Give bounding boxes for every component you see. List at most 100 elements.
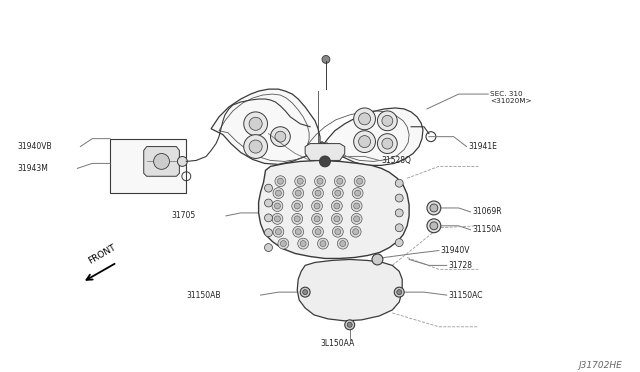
Circle shape [264, 214, 273, 222]
Circle shape [394, 287, 404, 297]
Circle shape [278, 238, 289, 249]
Circle shape [335, 229, 340, 235]
Circle shape [353, 229, 358, 235]
Circle shape [372, 254, 383, 265]
Circle shape [275, 190, 282, 196]
Circle shape [335, 190, 340, 196]
Circle shape [319, 156, 330, 167]
Circle shape [396, 209, 403, 217]
Circle shape [427, 219, 441, 233]
Circle shape [295, 176, 306, 187]
Text: FRONT: FRONT [86, 242, 118, 265]
Circle shape [332, 214, 342, 224]
Circle shape [244, 112, 268, 136]
Circle shape [292, 201, 303, 211]
Text: 31940V: 31940V [441, 246, 470, 255]
Circle shape [264, 229, 273, 237]
Circle shape [354, 176, 365, 187]
Text: 31728: 31728 [449, 261, 473, 270]
Circle shape [312, 226, 323, 237]
Circle shape [244, 135, 268, 158]
Text: SEC. 310
<31020M>: SEC. 310 <31020M> [490, 91, 532, 104]
Circle shape [177, 157, 188, 166]
Circle shape [322, 55, 330, 63]
Circle shape [354, 108, 376, 130]
Circle shape [317, 238, 328, 249]
Circle shape [358, 113, 371, 125]
Circle shape [396, 224, 403, 232]
Circle shape [280, 241, 286, 247]
Circle shape [272, 214, 283, 224]
Circle shape [334, 203, 340, 209]
Circle shape [292, 226, 303, 237]
Circle shape [314, 176, 326, 187]
Circle shape [314, 216, 320, 222]
Circle shape [348, 323, 352, 327]
Circle shape [312, 187, 323, 199]
Text: J31702HE: J31702HE [578, 362, 622, 371]
Circle shape [249, 140, 262, 153]
Text: 31150AC: 31150AC [449, 291, 483, 299]
Circle shape [314, 203, 320, 209]
Circle shape [354, 203, 360, 209]
Text: 31528Q: 31528Q [381, 156, 412, 165]
Circle shape [332, 187, 343, 199]
Circle shape [356, 178, 363, 184]
Circle shape [264, 199, 273, 207]
Circle shape [430, 222, 438, 230]
Circle shape [297, 178, 303, 184]
Circle shape [295, 229, 301, 235]
Text: 31150AB: 31150AB [186, 291, 221, 299]
Circle shape [352, 187, 363, 199]
Text: 31150A: 31150A [472, 225, 502, 234]
Circle shape [358, 136, 371, 148]
Text: 3L150AA: 3L150AA [320, 339, 355, 348]
Circle shape [315, 190, 321, 196]
Circle shape [382, 138, 393, 149]
Circle shape [312, 214, 323, 224]
Circle shape [320, 241, 326, 247]
Circle shape [332, 201, 342, 211]
Circle shape [292, 187, 303, 199]
Circle shape [298, 238, 308, 249]
Circle shape [264, 244, 273, 251]
Circle shape [275, 229, 282, 235]
Circle shape [317, 178, 323, 184]
Circle shape [355, 190, 360, 196]
Polygon shape [297, 259, 402, 321]
Circle shape [303, 290, 308, 295]
Circle shape [295, 190, 301, 196]
Circle shape [315, 229, 321, 235]
Circle shape [427, 201, 441, 215]
Circle shape [275, 176, 286, 187]
Circle shape [154, 154, 170, 169]
Circle shape [273, 226, 284, 237]
Circle shape [340, 241, 346, 247]
Polygon shape [110, 139, 186, 193]
Text: 31069R: 31069R [472, 208, 502, 217]
Circle shape [275, 203, 280, 209]
Circle shape [350, 226, 361, 237]
Polygon shape [305, 144, 345, 160]
Circle shape [264, 184, 273, 192]
Circle shape [334, 176, 345, 187]
Polygon shape [259, 160, 409, 259]
Circle shape [378, 134, 397, 154]
Circle shape [396, 194, 403, 202]
Text: 31943M: 31943M [17, 164, 48, 173]
Text: 31705: 31705 [172, 211, 196, 220]
Circle shape [300, 287, 310, 297]
Circle shape [332, 226, 343, 237]
Circle shape [396, 179, 403, 187]
Circle shape [300, 241, 306, 247]
Circle shape [337, 178, 343, 184]
Polygon shape [211, 89, 423, 166]
Circle shape [354, 131, 376, 153]
Circle shape [334, 216, 340, 222]
Circle shape [396, 239, 403, 247]
Circle shape [249, 117, 262, 130]
Text: 31940VB: 31940VB [17, 142, 52, 151]
Circle shape [294, 216, 300, 222]
Text: 31941E: 31941E [468, 142, 497, 151]
Circle shape [378, 111, 397, 131]
